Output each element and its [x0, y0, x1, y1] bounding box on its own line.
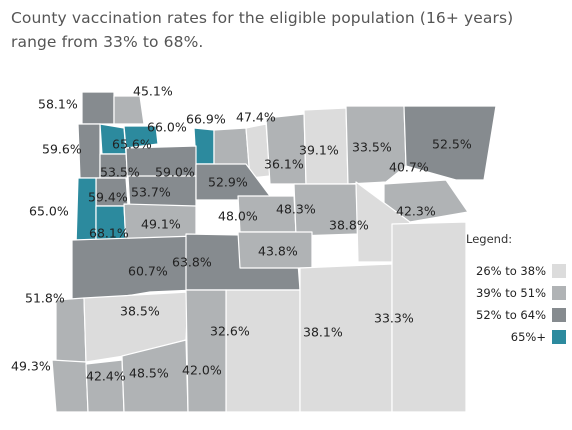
county-label-crook: 43.8%	[258, 244, 298, 259]
legend-label: 65%+	[510, 330, 546, 344]
county-label-columbia: 45.1%	[133, 84, 173, 99]
legend-item-high: 52% to 64%	[466, 304, 566, 326]
county-label-jefferson: 52.9%	[208, 175, 248, 190]
legend-swatch	[552, 264, 566, 278]
county-label-malheur: 33.3%	[374, 311, 414, 326]
county-label-lincoln: 65.0%	[29, 204, 69, 219]
legend-title: Legend:	[466, 232, 513, 246]
county-label-benton: 68.1%	[89, 226, 129, 241]
county-klamath[interactable]	[185, 289, 227, 413]
county-umatilla[interactable]	[345, 105, 407, 185]
county-label-klamath: 42.0%	[182, 363, 222, 378]
county-label-washington: 65.6%	[112, 137, 152, 152]
legend-label: 52% to 64%	[476, 308, 546, 322]
county-lake[interactable]	[225, 289, 301, 413]
county-label-multnomah: 66.0%	[147, 120, 187, 135]
county-label-polk: 59.4%	[88, 190, 128, 205]
legend-item-mid: 39% to 51%	[466, 282, 566, 304]
legend-item-top: 65%+	[466, 326, 566, 348]
county-label-josephine: 42.4%	[86, 369, 126, 384]
county-label-morrow: 33.5%	[352, 140, 392, 155]
county-label-gilliam: 39.1%	[299, 143, 339, 158]
county-label-hood-river: 66.9%	[186, 112, 226, 127]
county-label-clackamas: 59.0%	[155, 165, 195, 180]
legend-swatch	[552, 286, 566, 300]
county-label-wasco: 47.4%	[236, 110, 276, 125]
county-hood-river[interactable]	[193, 127, 215, 165]
county-multnomah[interactable]	[123, 125, 159, 149]
county-label-marion: 53.7%	[131, 185, 171, 200]
title-line-2: range from 33% to 68%.	[11, 33, 204, 51]
county-curry[interactable]	[51, 359, 89, 413]
county-label-clatsop: 58.1%	[38, 97, 78, 112]
county-label-yamhill: 53.5%	[100, 165, 140, 180]
county-coos[interactable]	[55, 297, 87, 363]
county-label-harney: 38.1%	[303, 325, 343, 340]
county-malheur[interactable]	[391, 221, 467, 413]
title-line-1: County vaccination rates for the eligibl…	[11, 9, 514, 27]
legend: Legend: 26% to 38% 39% to 51% 52% to 64%…	[466, 232, 566, 348]
county-label-wallowa: 52.5%	[432, 137, 472, 152]
county-label-jackson: 48.5%	[129, 366, 169, 381]
legend-swatch	[552, 330, 566, 344]
county-label-lane: 60.7%	[128, 264, 168, 279]
legend-label: 39% to 51%	[476, 286, 546, 300]
county-label-tillamook: 59.6%	[42, 142, 82, 157]
legend-swatch	[552, 308, 566, 322]
county-label-grant: 48.3%	[276, 202, 316, 217]
county-clatsop[interactable]	[81, 91, 115, 125]
county-label-umatilla: 40.7%	[389, 160, 429, 175]
county-label-curry: 49.3%	[11, 359, 51, 374]
county-columbia[interactable]	[113, 95, 145, 125]
county-label-union: 42.3%	[396, 204, 436, 219]
county-label-coos: 51.8%	[25, 291, 65, 306]
county-label-wheeler: 48.0%	[218, 209, 258, 224]
county-label-douglas: 38.5%	[120, 304, 160, 319]
legend-label: 26% to 38%	[476, 264, 546, 278]
legend-item-low: 26% to 38%	[466, 260, 566, 282]
county-label-linn: 49.1%	[141, 217, 181, 232]
county-label-sherman: 36.1%	[264, 157, 304, 172]
county-wallowa[interactable]	[403, 105, 497, 181]
map-title: County vaccination rates for the eligibl…	[11, 6, 556, 54]
county-label-deschutes: 63.8%	[172, 255, 212, 270]
county-label-baker: 38.8%	[329, 218, 369, 233]
county-label-lake: 32.6%	[210, 324, 250, 339]
